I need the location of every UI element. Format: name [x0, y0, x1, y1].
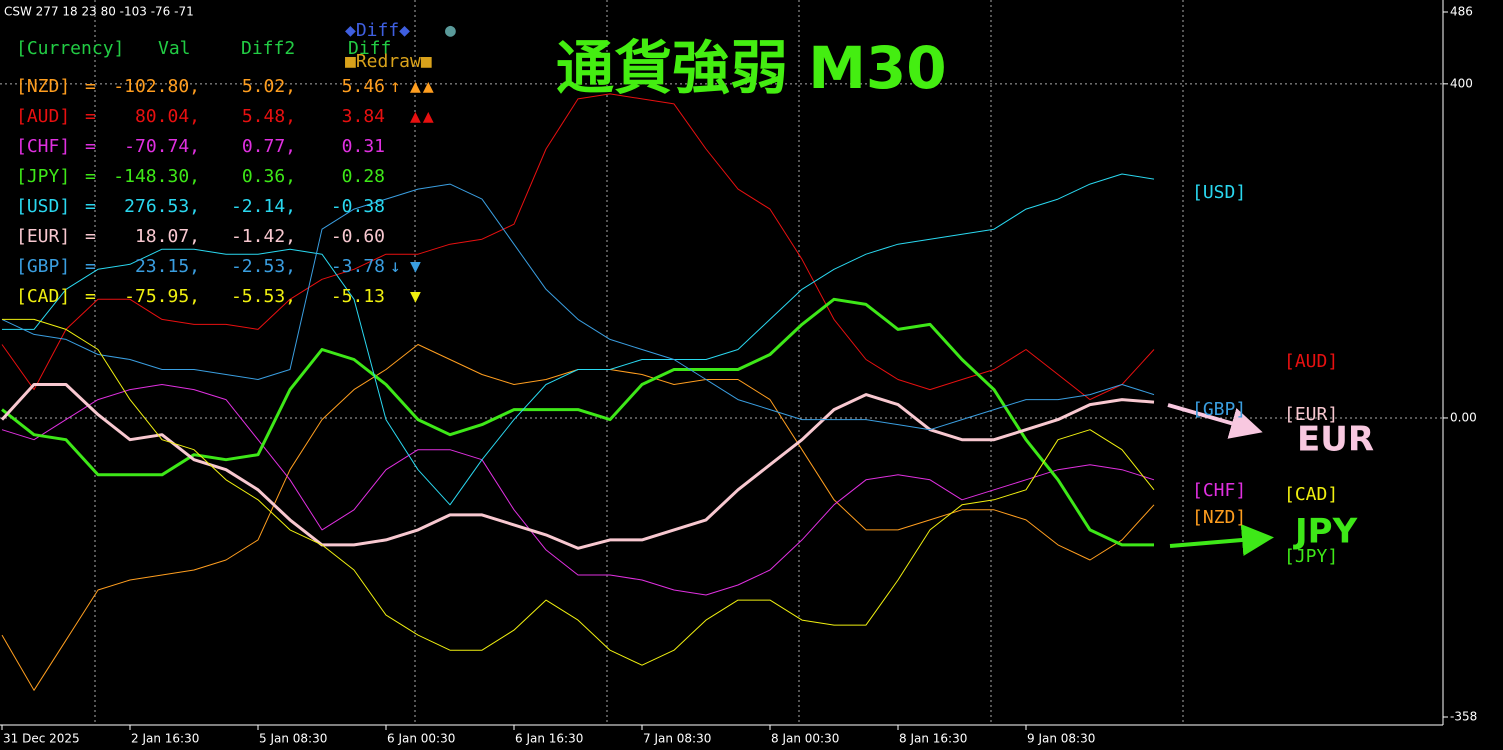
legend-label: [EUR] [1284, 404, 1338, 425]
x-tick-label: 8 Jan 16:30 [899, 732, 967, 746]
series-line [0, 383, 1155, 550]
row-signal: ▼ [410, 256, 423, 277]
row-eq: = [85, 256, 96, 277]
row-diff2: 0.77, [242, 136, 296, 157]
row-diff: 0.31 [342, 136, 385, 157]
legend-label: [GBP] [1192, 399, 1246, 420]
x-tick-label: 5 Jan 08:30 [259, 732, 327, 746]
row-currency: [CAD] [16, 286, 70, 307]
series-line [1, 93, 1155, 401]
row-diff: -0.60 [331, 226, 385, 247]
row-eq: = [85, 286, 96, 307]
annotation: JPY [1293, 512, 1358, 552]
row-currency: [NZD] [16, 76, 70, 97]
row-val: 23.15, [135, 256, 200, 277]
row-val: -148.30, [113, 166, 200, 187]
row-eq: = [85, 166, 96, 187]
series-line [1, 297, 1154, 547]
row-signal: ▲▲ [410, 76, 436, 97]
y-tick-label: 400 [1450, 76, 1473, 90]
row-diff2: -5.53, [231, 286, 296, 307]
x-tick-label: 2 Jan 16:30 [131, 732, 199, 746]
x-tick-label: 6 Jan 00:30 [387, 732, 455, 746]
row-eq: = [85, 76, 96, 97]
series-line [1, 183, 1155, 431]
button[interactable]: ◆Diff◆ [345, 20, 410, 41]
legend-label: [NZD] [1192, 507, 1246, 528]
row-currency: [EUR] [16, 226, 70, 247]
row-diff2: -2.14, [231, 196, 296, 217]
row-diff: -3.78 [331, 256, 385, 277]
row-eq: = [85, 136, 96, 157]
annotation-arrow [1169, 524, 1274, 556]
legend-label: [USD] [1192, 182, 1246, 203]
x-tick-label: 31 Dec 2025 [3, 732, 80, 746]
row-diff2: 0.36, [242, 166, 296, 187]
annotation: EUR [1297, 420, 1374, 460]
y-tick-label: -358 [1450, 710, 1477, 724]
row-currency: [USD] [16, 196, 70, 217]
x-tick-label: 7 Jan 08:30 [643, 732, 711, 746]
row-diff: 0.28 [342, 166, 385, 187]
row-diff2: 5.48, [242, 106, 296, 127]
x-tick-label: 6 Jan 16:30 [515, 732, 583, 746]
row-eq: = [85, 106, 96, 127]
row-signal: ▼ [410, 286, 423, 307]
legend-label: [JPY] [1284, 546, 1338, 567]
row-val: 276.53, [124, 196, 200, 217]
series-line [1, 384, 1155, 596]
x-tick-label: 8 Jan 00:30 [771, 732, 839, 746]
row-currency: [GBP] [16, 256, 70, 277]
chart-title: 通貨強弱 M30 [556, 34, 947, 102]
series-line [2, 318, 1155, 666]
row-diff2: 5.02, [242, 76, 296, 97]
row-diff2: -1.42, [231, 226, 296, 247]
legend-label: [AUD] [1284, 351, 1338, 372]
y-tick-label: 0.00 [1450, 410, 1477, 424]
row-eq: = [85, 226, 96, 247]
row-val: -102.80, [113, 76, 200, 97]
row-val: -70.74, [124, 136, 200, 157]
row-val: 80.04, [135, 106, 200, 127]
legend-label: [CHF] [1192, 480, 1246, 501]
row-diff: 5.46 [342, 76, 385, 97]
row-diff: 3.84 [342, 106, 385, 127]
annotation-arrow [1167, 403, 1263, 439]
row-diff2: -2.53, [231, 256, 296, 277]
row-eq: = [85, 196, 96, 217]
info-text: CSW 277 18 23 80 -103 -76 -71 [4, 5, 194, 19]
row-val: -75.95, [124, 286, 200, 307]
y-tick-label: 486 [1450, 5, 1473, 19]
table-header: Diff [348, 38, 391, 59]
table-header: [Currency] [16, 38, 124, 59]
row-signal: ▲▲ [410, 106, 436, 127]
table-header: Val [158, 38, 191, 59]
button[interactable]: ● [445, 20, 456, 41]
table-header: Diff2 [241, 38, 295, 59]
row-currency: [JPY] [16, 166, 70, 187]
row-arrow: ↑ [390, 76, 401, 97]
row-val: 18.07, [135, 226, 200, 247]
row-currency: [AUD] [16, 106, 70, 127]
row-currency: [CHF] [16, 136, 70, 157]
series-line [1, 344, 1155, 691]
x-tick-label: 9 Jan 08:30 [1027, 732, 1095, 746]
row-diff: -5.13 [331, 286, 385, 307]
row-diff: -0.38 [331, 196, 385, 217]
row-arrow: ↓ [390, 256, 401, 277]
legend-label: [CAD] [1284, 484, 1338, 505]
series-line [2, 173, 1155, 506]
button[interactable]: ■Redraw■ [345, 51, 432, 72]
